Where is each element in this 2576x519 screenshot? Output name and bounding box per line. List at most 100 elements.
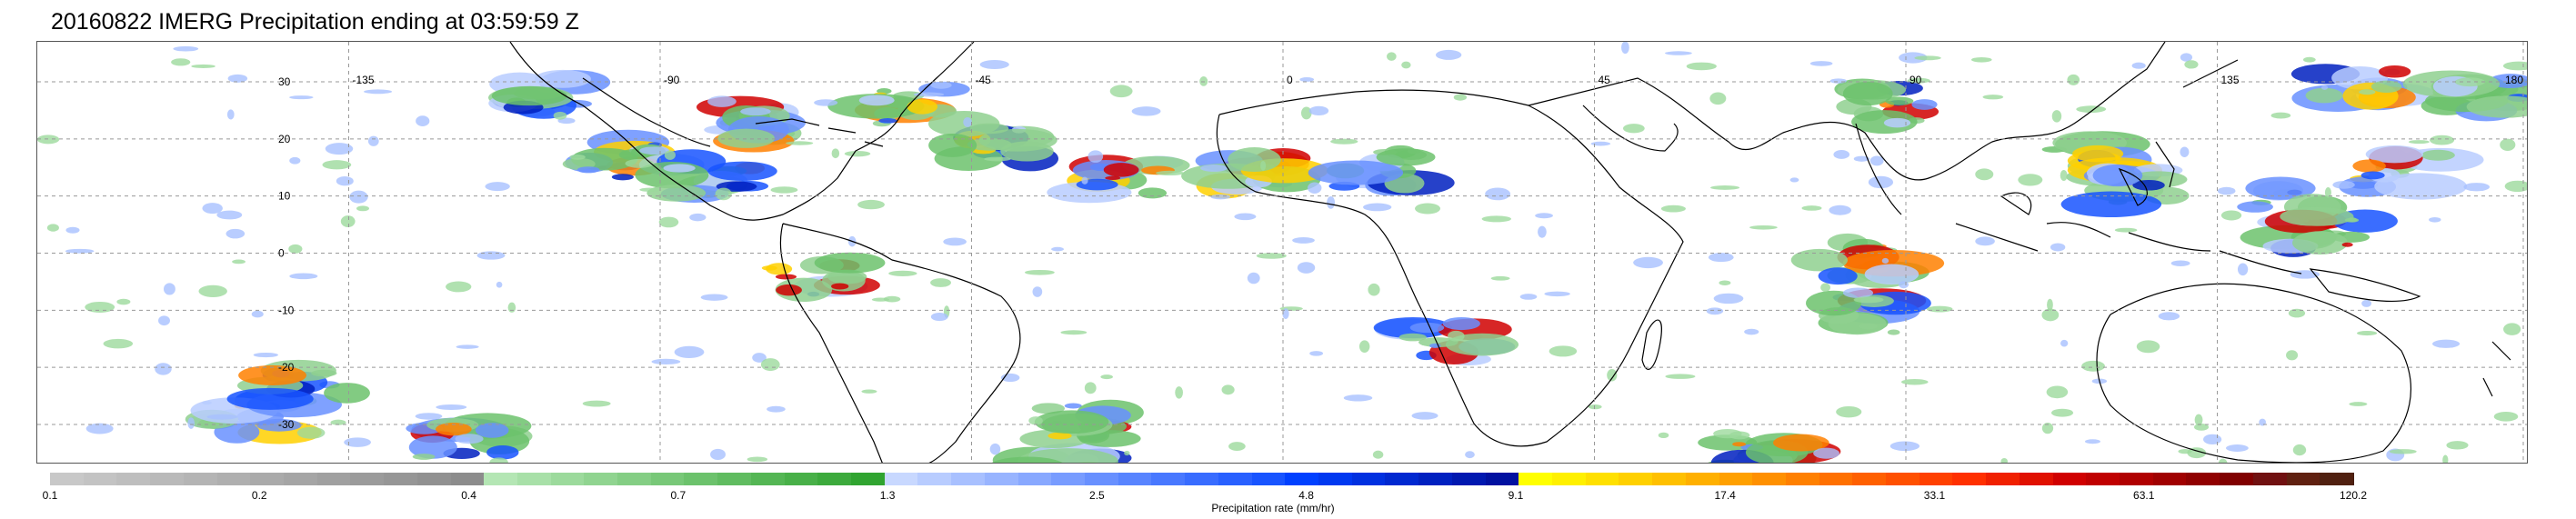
colorbar-segment: [1519, 473, 1554, 485]
precip-cell: [1664, 51, 1692, 55]
colorbar-segment: [851, 473, 887, 485]
precip-cell: [446, 281, 472, 293]
colorbar-segment: [1619, 473, 1654, 485]
precip-cell: [1343, 394, 1373, 402]
precip-cell: [336, 176, 354, 186]
precip-cell: [747, 456, 768, 463]
precip-cell: [2280, 206, 2354, 226]
precip-cell: [2493, 411, 2519, 422]
precip-cell: [226, 228, 246, 239]
precip-cell: [1773, 434, 1829, 452]
precip-cell: [2051, 110, 2062, 123]
precip-cell: [984, 156, 1011, 162]
precip-cell: [1806, 290, 1862, 316]
colorbar-tick-label: 33.1: [1923, 489, 1946, 502]
precipitation-map[interactable]: -135 -90 -45 0 45 90 135 180 30 20 10 0 -10 -20 -30: [36, 41, 2528, 464]
precip-cell: [456, 344, 479, 349]
precip-cell: [878, 118, 897, 124]
precip-cell: [2446, 441, 2469, 450]
precip-cell: [1448, 330, 1465, 342]
precip-cell: [227, 74, 248, 83]
precip-cell: [1607, 369, 1618, 382]
coastline-south-america: [779, 223, 1021, 463]
precip-cell: [707, 161, 777, 181]
precip-cell: [1982, 95, 2004, 100]
precip-cell: [2332, 180, 2355, 189]
precip-cell: [1228, 442, 1246, 451]
precip-cell: [2217, 186, 2236, 195]
precip-cell: [752, 353, 767, 363]
precip-cell: [1519, 294, 1538, 300]
precip-cell: [827, 269, 867, 284]
precip-cell: [2218, 458, 2228, 463]
longitude-label: -90: [664, 74, 680, 86]
precip-cell: [2324, 187, 2331, 198]
precip-cell: [1081, 176, 1088, 185]
precip-cell: [2305, 87, 2343, 104]
precip-cell: [1621, 42, 1629, 55]
coastline-australia: [2096, 283, 2411, 463]
longitude-label: 0: [1287, 74, 1293, 86]
precip-cell: [1544, 291, 1570, 297]
colorbar-segment: [1085, 473, 1120, 485]
coastline-africa: [1216, 89, 1684, 447]
precip-cell: [2466, 95, 2527, 118]
coastline-north-america: [509, 42, 975, 221]
precip-cell: [1415, 203, 1441, 215]
precip-cell: [1060, 330, 1088, 335]
precip-cell: [2349, 402, 2368, 406]
precip-cell: [2060, 170, 2068, 182]
colorbar-segment: [1719, 473, 1754, 485]
map-canvas[interactable]: -135 -90 -45 0 45 90 135 180 30 20 10 0 -10 -20 -30: [37, 42, 2528, 464]
precip-cell: [2302, 56, 2316, 63]
colorbar-segment: [384, 473, 419, 485]
precip-cell: [232, 259, 246, 264]
precip-cell: [2430, 135, 2455, 145]
precip-cell: [1869, 155, 1884, 166]
precip-cell: [582, 400, 611, 407]
precip-cell: [760, 358, 780, 372]
precip-cell: [1686, 62, 1717, 71]
longitude-label: 180: [2505, 74, 2523, 86]
colorbar-segment: [516, 473, 553, 485]
precip-cell: [1368, 283, 1380, 296]
precip-cell: [1790, 248, 1848, 272]
precip-cell: [489, 457, 508, 463]
precip-cell: [2180, 146, 2190, 157]
precip-cell: [991, 456, 1063, 463]
colorbar-label: Precipitation rate (mm/hr): [1211, 502, 1335, 514]
colorbar-segment: [2186, 473, 2221, 485]
colorbar-segment: [817, 473, 853, 485]
colorbar-segment: [1652, 473, 1688, 485]
precip-cell: [408, 435, 457, 459]
precip-cell: [1833, 150, 1850, 159]
precip-cell: [1914, 55, 1941, 61]
precip-cell: [2060, 339, 2069, 347]
colorbar-segment: [951, 473, 987, 485]
colorbar-segment: [1986, 473, 2021, 485]
colorbar-tick-label: 4.8: [1298, 489, 1314, 502]
precip-cell: [155, 363, 172, 375]
latitude-label: -20: [278, 361, 295, 374]
precip-cell: [1713, 428, 1742, 439]
precip-cell: [1926, 305, 1953, 313]
precip-cell: [1028, 416, 1043, 425]
colorbar-tick-label: 0.1: [42, 489, 58, 502]
colorbar-segment: [1785, 473, 1821, 485]
precip-cell: [171, 58, 191, 66]
latitude-label: -10: [278, 304, 295, 316]
precip-cell: [1658, 432, 1669, 439]
precip-cell: [158, 315, 170, 326]
colorbar-segment: [2120, 473, 2155, 485]
precip-cell: [340, 215, 356, 227]
precip-cell: [2421, 149, 2455, 161]
precip-cell: [226, 109, 235, 120]
precip-cell: [496, 281, 503, 288]
precip-cell: [651, 358, 681, 365]
precip-cell: [2365, 145, 2424, 164]
precip-cell: [1234, 213, 1257, 221]
precip-cell: [1024, 269, 1055, 275]
precip-cell: [475, 423, 509, 438]
precip-cell: [1088, 150, 1104, 163]
precip-cell: [2286, 350, 2299, 361]
